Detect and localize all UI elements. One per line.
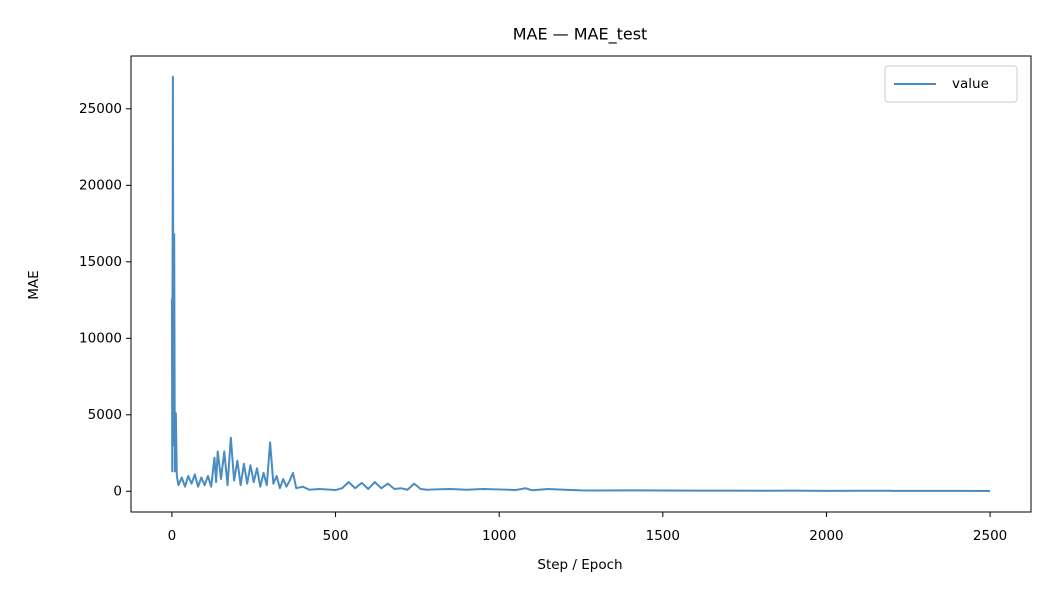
y-axis-label: MAE <box>26 270 42 299</box>
x-tick-label: 1000 <box>482 528 516 544</box>
y-tick-label: 20000 <box>79 177 122 193</box>
y-tick-label: 25000 <box>79 101 122 117</box>
x-tick-label: 2000 <box>809 528 843 544</box>
plot-frame <box>130 55 1032 513</box>
y-tick-label: 0 <box>113 483 122 499</box>
chart-title: MAE — MAE_test <box>513 25 648 45</box>
data-line <box>170 75 991 492</box>
legend-box <box>884 65 1018 103</box>
y-tick-label: 5000 <box>88 407 122 423</box>
x-tick-label: 1500 <box>646 528 680 544</box>
y-tick-label: 15000 <box>79 254 122 270</box>
x-tick-label: 500 <box>323 528 349 544</box>
x-axis-label: Step / Epoch <box>537 557 622 573</box>
y-tick-label: 10000 <box>79 330 122 346</box>
legend-label: value <box>952 76 989 92</box>
x-tick-label: 2500 <box>973 528 1007 544</box>
x-tick-label: 0 <box>168 528 177 544</box>
